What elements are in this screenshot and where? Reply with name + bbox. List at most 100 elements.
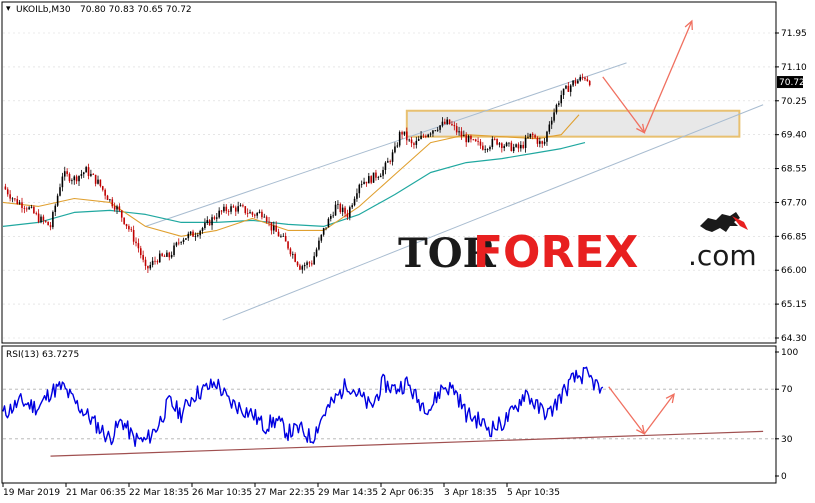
candle-body [515, 144, 517, 147]
candle-body [47, 221, 49, 226]
candle-body [441, 121, 444, 126]
candle-body [192, 231, 194, 237]
candle-body [572, 80, 574, 86]
candle-body [427, 134, 429, 137]
candle-body [56, 195, 59, 206]
rsi-tick-label: 70 [781, 385, 793, 395]
candle-body [334, 204, 337, 216]
y-axis-ticks: 71.95 71.10 70.25 69.40 68.55 67.70 66.85 66.00… [775, 29, 807, 482]
candle-body [78, 175, 80, 182]
candle-body [147, 265, 149, 269]
candle-body [106, 195, 109, 201]
candle-body [139, 248, 142, 256]
candle-body [581, 76, 584, 78]
candle-body [546, 131, 548, 142]
candle-body [253, 214, 256, 216]
x-axis-ticks: 19 Mar 2019 21 Mar 06:35 22 Mar 18:35 26 Ma… [2, 483, 560, 498]
candle-body [94, 174, 97, 184]
candle-body [68, 173, 71, 182]
candle-body [508, 142, 510, 144]
x-tick-label: 19 Mar 2019 [3, 488, 60, 498]
x-tick-label: 5 Apr 10:35 [507, 488, 560, 498]
candle-body [23, 207, 26, 209]
candle-body [52, 212, 54, 228]
candle-body [299, 265, 301, 270]
candle-body [291, 253, 294, 255]
candle-body [234, 207, 237, 212]
candle-body [275, 225, 277, 232]
candle-body [82, 172, 85, 175]
candle-body [455, 126, 458, 133]
candle-body [460, 131, 463, 137]
candle-body [315, 249, 318, 257]
candle-body [294, 253, 296, 262]
candle-body [486, 149, 489, 150]
candle-body [365, 181, 368, 184]
x-tick-label: 3 Apr 18:35 [444, 488, 497, 498]
candle-body [322, 228, 325, 235]
price-tick-label: 68.55 [781, 165, 807, 175]
candle-body [377, 177, 380, 178]
candle-body [104, 189, 106, 196]
candle-body [470, 136, 472, 140]
candle-body [491, 138, 494, 147]
candle-body [194, 236, 197, 237]
candle-body [451, 124, 453, 126]
candle-body [97, 179, 99, 184]
candle-body [99, 179, 102, 187]
candle-body [370, 176, 372, 183]
symbol-label: UKOILb,M30 [16, 5, 71, 15]
candle-body [358, 184, 361, 194]
candle-body [196, 235, 199, 237]
candle-body [363, 181, 365, 184]
x-tick-label: 2 Apr 06:35 [381, 488, 434, 498]
candle-body [218, 210, 220, 218]
candle-body [135, 241, 137, 244]
candle-body [287, 241, 289, 249]
candle-body [158, 253, 161, 263]
rsi-panel-frame [1, 345, 777, 484]
candle-body [413, 143, 415, 145]
candle-body [42, 216, 45, 221]
candle-body [308, 262, 311, 264]
rsi-arrow-1-shaft [643, 393, 675, 435]
candle-body [123, 217, 125, 225]
candle-body [410, 139, 413, 144]
candle-body [75, 176, 78, 182]
candle-body [353, 198, 356, 206]
candle-body [391, 152, 394, 162]
moving-averages [2, 114, 586, 237]
candle-body [175, 242, 178, 246]
candle-body [111, 199, 114, 207]
candle-body [90, 173, 92, 176]
candle-body [531, 133, 534, 136]
candle-body [180, 241, 182, 243]
candle-body [489, 146, 491, 150]
collapse-icon[interactable]: ▾ [6, 4, 11, 14]
rsi-arrow-0-shaft [608, 386, 645, 435]
candle-body [25, 208, 28, 210]
candle-body [558, 103, 560, 105]
candle-body [379, 175, 382, 178]
candle-body [168, 252, 171, 258]
candle-body [296, 261, 299, 266]
candle-body [527, 137, 529, 139]
candle-body [211, 217, 213, 226]
candle-body [18, 202, 21, 204]
candle-body [277, 231, 280, 237]
candle-body [586, 79, 589, 82]
candle-body [173, 245, 175, 256]
candle-body [101, 186, 104, 190]
candle-body [539, 141, 541, 144]
candle-body [73, 176, 76, 181]
candle-body [574, 80, 577, 84]
candle-body [565, 85, 567, 89]
candle-body [467, 136, 470, 143]
candle-body [493, 138, 496, 140]
ma-slow-line [2, 142, 586, 227]
candle-body [448, 119, 451, 125]
candle-body [242, 205, 244, 207]
candle-body [496, 138, 498, 145]
candle-body [313, 256, 315, 265]
